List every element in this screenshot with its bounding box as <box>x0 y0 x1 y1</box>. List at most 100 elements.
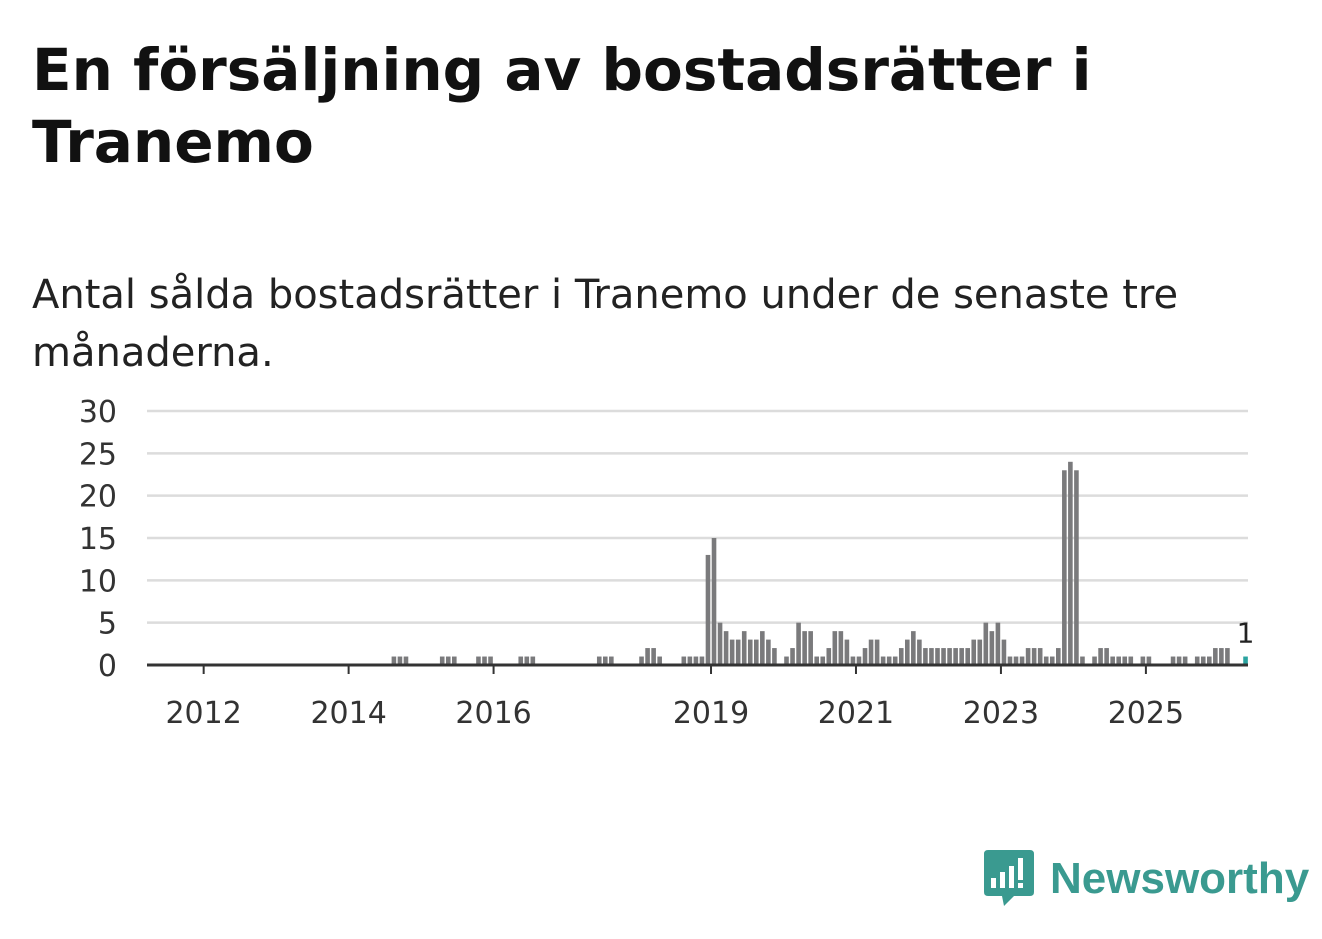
x-tick-label: 2016 <box>455 696 531 731</box>
bar <box>711 538 717 665</box>
chart-subtitle: Antal sålda bostadsrätter i Tranemo unde… <box>32 272 1179 376</box>
bar <box>766 639 771 665</box>
bar <box>391 656 397 665</box>
bar <box>1062 470 1067 665</box>
bar <box>1182 656 1188 665</box>
bar <box>645 648 650 665</box>
bar <box>609 656 614 665</box>
bar <box>911 631 916 665</box>
bar <box>1043 656 1049 665</box>
bar <box>760 631 765 665</box>
bar <box>524 656 530 665</box>
bar <box>693 656 699 665</box>
bar <box>892 656 898 665</box>
bar <box>971 639 977 665</box>
bar <box>1019 656 1025 665</box>
x-axis-ticks: 2012 2014 2016 2019 2021 2023 2025 <box>165 665 1184 731</box>
bar <box>1219 648 1224 665</box>
bar <box>705 554 711 665</box>
bar <box>1092 656 1097 665</box>
y-tick-label: 15 <box>79 522 117 557</box>
bar <box>862 648 868 665</box>
bar <box>1128 656 1134 665</box>
bar <box>1049 656 1055 665</box>
bar <box>977 639 983 665</box>
bar <box>754 639 759 665</box>
bar <box>1170 656 1176 665</box>
bar <box>965 648 970 665</box>
x-tick-label: 2023 <box>963 696 1039 731</box>
x-tick-label: 2021 <box>818 696 894 731</box>
bar <box>874 639 880 665</box>
bar <box>639 656 644 665</box>
brand-name: Newsworthy <box>1050 854 1310 903</box>
bar <box>959 648 964 665</box>
bar <box>530 656 536 665</box>
bar <box>947 648 952 665</box>
data-labels: 1 <box>1237 617 1255 650</box>
bar <box>880 656 886 665</box>
bar <box>995 622 1001 665</box>
bar <box>657 656 662 665</box>
bar <box>482 656 487 665</box>
y-tick-label: 5 <box>98 607 117 642</box>
bar <box>989 631 995 665</box>
bar <box>808 631 813 665</box>
bar <box>850 656 856 665</box>
bar <box>1068 461 1073 665</box>
bar <box>941 648 946 665</box>
bar <box>923 648 928 665</box>
x-tick-label: 2019 <box>673 696 749 731</box>
bar <box>518 656 524 665</box>
y-tick-label: 10 <box>79 564 117 599</box>
bar <box>397 656 403 665</box>
bar <box>1116 656 1121 665</box>
bar <box>856 656 862 665</box>
gridlines <box>147 409 1248 624</box>
bar <box>953 648 958 665</box>
bar <box>917 639 922 665</box>
chart-title: En försäljning av bostadsrätter i Tranem… <box>32 36 1092 176</box>
bars <box>391 461 1248 665</box>
bar <box>838 631 844 665</box>
newsworthy-logo: Newsworthy <box>980 848 1309 910</box>
bar <box>735 639 741 665</box>
y-tick-label: 25 <box>79 437 117 472</box>
bar <box>729 639 735 665</box>
bar <box>596 656 602 665</box>
bar <box>1098 648 1103 665</box>
y-tick-label: 20 <box>79 480 117 515</box>
bar <box>1207 656 1212 665</box>
bar <box>1013 656 1019 665</box>
bar <box>826 648 832 665</box>
bar <box>1074 470 1079 665</box>
bar <box>868 639 874 665</box>
bar <box>687 656 693 665</box>
bar <box>476 656 481 665</box>
bar <box>929 648 934 665</box>
bar <box>1007 656 1013 665</box>
bar <box>1110 656 1115 665</box>
bar-highlight <box>1243 656 1248 665</box>
bar <box>886 656 892 665</box>
bar <box>452 656 457 665</box>
last-value-label: 1 <box>1237 617 1255 650</box>
bar <box>1146 656 1152 665</box>
bar <box>1080 656 1085 665</box>
bar <box>741 631 747 665</box>
bar <box>814 656 819 665</box>
bar <box>790 648 795 665</box>
y-tick-label: 0 <box>98 649 117 684</box>
bar <box>905 639 910 665</box>
y-tick-label: 30 <box>79 395 117 430</box>
bar <box>796 622 801 665</box>
bar <box>1122 656 1128 665</box>
bar <box>983 622 989 665</box>
bar <box>898 648 904 665</box>
bar <box>1104 648 1109 665</box>
bar <box>1056 648 1061 665</box>
bar <box>1225 648 1230 665</box>
bar <box>439 656 445 665</box>
bar <box>1031 648 1037 665</box>
